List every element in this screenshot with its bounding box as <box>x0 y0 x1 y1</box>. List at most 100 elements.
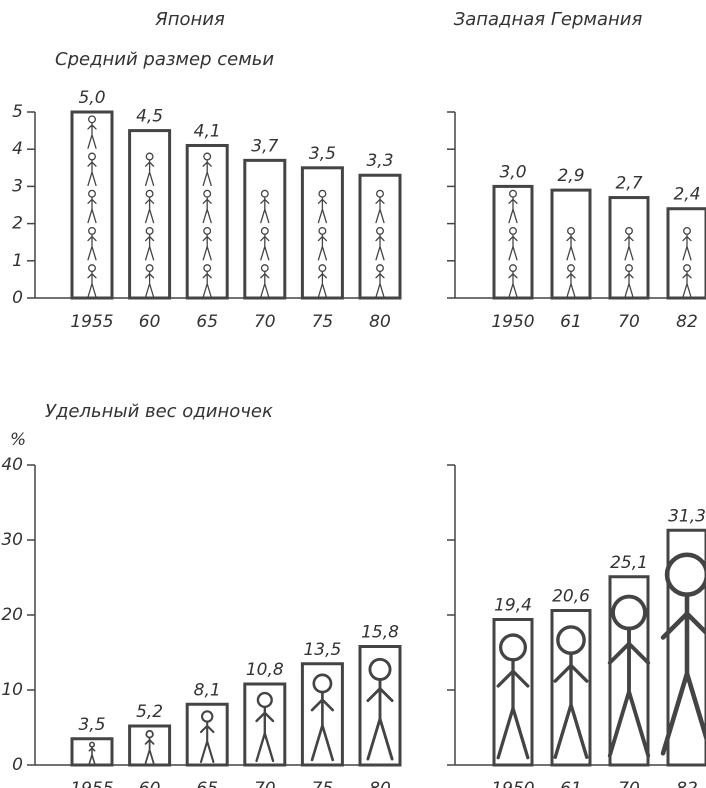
figure-head <box>510 228 517 235</box>
value-label: 3,0 <box>499 162 526 182</box>
y-tick-label: 10 <box>1 680 23 700</box>
x-tick-label: 1955 <box>70 312 113 332</box>
figure-head <box>261 228 268 235</box>
figure-body <box>88 271 96 297</box>
x-tick-label: 65 <box>196 779 218 788</box>
figure-head <box>146 228 153 235</box>
y-tick-label: 30 <box>1 530 23 550</box>
figure-body <box>257 707 274 761</box>
figure-head <box>501 635 526 660</box>
figure-body <box>261 197 269 223</box>
figure-body <box>625 234 633 260</box>
x-tick-label: 70 <box>254 779 276 788</box>
figure-head <box>89 116 96 123</box>
figure-head <box>377 190 384 197</box>
figure-head <box>204 153 211 160</box>
x-tick-label: 65 <box>196 312 218 332</box>
figure-body <box>318 234 326 260</box>
figure-body <box>146 234 154 260</box>
x-tick-label: 1950 <box>491 312 534 332</box>
figure-head <box>89 228 96 235</box>
figure-body <box>203 160 211 186</box>
figure-head <box>684 265 691 272</box>
figure-head <box>319 228 326 235</box>
figure-head <box>377 228 384 235</box>
figure-head <box>146 153 153 160</box>
figure-body <box>376 234 384 260</box>
y-tick-label: 3 <box>12 176 23 196</box>
figure-body <box>376 271 384 297</box>
figure-head <box>89 153 96 160</box>
figure-head <box>146 265 153 272</box>
value-label: 3,3 <box>366 151 393 171</box>
figure-body <box>146 160 154 186</box>
figure-body <box>146 197 154 223</box>
value-label: 10,8 <box>246 660 284 680</box>
figure-body <box>146 271 154 297</box>
figure-body <box>318 197 326 223</box>
figure-head <box>319 190 326 197</box>
figure-head <box>684 228 691 235</box>
x-tick-label: 70 <box>254 312 276 332</box>
figure-head <box>261 190 268 197</box>
y-tick-label: 20 <box>1 605 23 625</box>
x-tick-label: 75 <box>312 312 334 332</box>
figure-body <box>376 197 384 223</box>
value-label: 5,0 <box>78 88 105 108</box>
figure-head <box>89 265 96 272</box>
x-tick-label: 61 <box>560 779 582 788</box>
figure-body <box>146 738 154 764</box>
figure-body <box>201 722 213 762</box>
figure-body <box>203 234 211 260</box>
value-label: 20,6 <box>552 587 590 607</box>
value-label: 2,9 <box>557 166 584 186</box>
figure-body <box>89 747 94 764</box>
figure-body <box>203 197 211 223</box>
figure-head <box>146 731 153 738</box>
figure-head <box>89 190 96 197</box>
figure-body <box>88 197 96 223</box>
figure-head <box>258 693 272 707</box>
x-tick-label: 61 <box>560 312 582 332</box>
figure-head <box>613 597 645 629</box>
y-axis-label: % <box>10 430 26 450</box>
figure-body <box>318 271 326 297</box>
chart-title: Западная Германия <box>454 9 643 30</box>
figure-body <box>368 679 392 759</box>
figure-body <box>261 234 269 260</box>
y-tick-label: 1 <box>12 251 23 271</box>
figure-body <box>88 160 96 186</box>
value-label: 5,2 <box>136 702 163 722</box>
x-tick-label: 1950 <box>491 779 534 788</box>
figure-body <box>498 660 528 758</box>
figure-head <box>377 265 384 272</box>
figure-head <box>204 228 211 235</box>
value-label: 3,5 <box>78 715 105 735</box>
figure-head <box>667 555 706 595</box>
value-label: 13,5 <box>303 640 341 660</box>
value-label: 8,1 <box>194 680 221 700</box>
x-tick-label: 82 <box>676 312 698 332</box>
figure-body <box>312 692 333 760</box>
figure-body <box>509 234 517 260</box>
y-tick-label: 4 <box>12 139 23 159</box>
figure-head <box>510 265 517 272</box>
figure-head <box>626 265 633 272</box>
figure-head <box>204 265 211 272</box>
x-tick-label: 70 <box>618 779 640 788</box>
figure-head <box>146 190 153 197</box>
figure-head <box>204 190 211 197</box>
value-label: 31,3 <box>668 506 706 526</box>
value-label: 15,8 <box>361 623 399 643</box>
value-label: 25,1 <box>610 553 648 573</box>
figure-body <box>555 653 587 757</box>
figure-head <box>370 659 390 679</box>
chart-subtitle: Удельный вес одиночек <box>45 401 273 422</box>
y-tick-label: 40 <box>1 455 23 475</box>
figure-body <box>509 197 517 223</box>
figure-head <box>568 265 575 272</box>
figure-body <box>88 234 96 260</box>
figure-head <box>626 228 633 235</box>
x-tick-label: 80 <box>369 779 391 788</box>
chart-page: Япония Западная Германия Средний размер … <box>0 0 706 788</box>
